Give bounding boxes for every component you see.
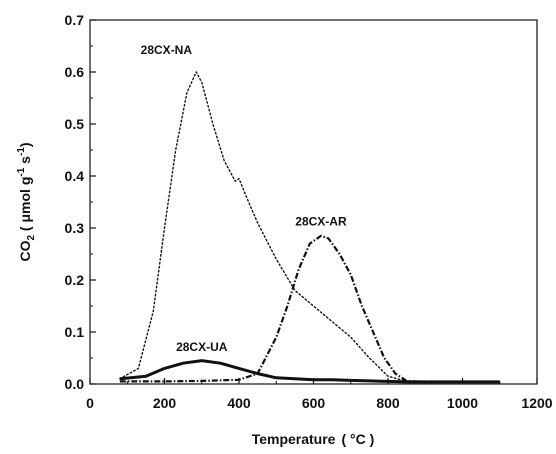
annotation-label: 28CX-NA xyxy=(141,43,193,57)
x-tick-label: 800 xyxy=(376,395,400,411)
x-tick-label: 1200 xyxy=(521,395,552,411)
y-tick-label: 0.4 xyxy=(65,168,85,184)
y-tick-label: 0.2 xyxy=(65,272,85,288)
y-axis-title: CO2 ( μmol g-1 s-1) xyxy=(16,142,37,261)
annotation-label: 28CX-UA xyxy=(176,340,228,354)
y-axis-title-sup1: -1 xyxy=(16,167,27,176)
series-layer xyxy=(119,71,501,384)
x-axis-title-unit: ( °C ) xyxy=(341,431,374,447)
annotation-label: 28CX-AR xyxy=(295,214,347,228)
x-axis-title-text: Temperature xyxy=(252,431,336,447)
y-tick-label: 0.7 xyxy=(65,12,85,28)
y-axis-title-sub: 2 xyxy=(26,235,37,241)
y-axis-title-mid: s xyxy=(17,156,33,168)
x-tick-label: 200 xyxy=(153,395,177,411)
x-tick-label: 400 xyxy=(227,395,251,411)
series-line-28cx-ua xyxy=(119,359,500,384)
y-tick-label: 0.5 xyxy=(65,116,85,132)
y-tick-label: 0.0 xyxy=(65,376,85,392)
y-axis-title-unit-close: ) xyxy=(17,142,33,147)
y-tick-label: 0.3 xyxy=(65,220,85,236)
y-tick-label: 0.6 xyxy=(65,64,85,80)
series-line-28cx-ar xyxy=(119,234,500,383)
y-axis-title-unit-open: ( μmol g xyxy=(17,177,33,235)
x-axis-title: Temperature ( °C ) xyxy=(252,431,375,447)
plot-frame xyxy=(89,19,538,385)
y-axis-title-sup2: -1 xyxy=(16,147,27,156)
x-tick-label: 0 xyxy=(86,395,94,411)
y-tick-label: 0.1 xyxy=(65,324,85,340)
ticks-layer: 0 200 400 600 800 1000 1200 0.0 0.1 0.2 0.3 0.4 0.5 0… xyxy=(65,12,553,411)
x-tick-label: 1000 xyxy=(447,395,478,411)
x-tick-label: 600 xyxy=(302,395,326,411)
annotation-layer: 28CX-NA 28CX-AR 28CX-UA xyxy=(141,43,347,354)
y-axis-title-base: CO xyxy=(17,240,33,261)
